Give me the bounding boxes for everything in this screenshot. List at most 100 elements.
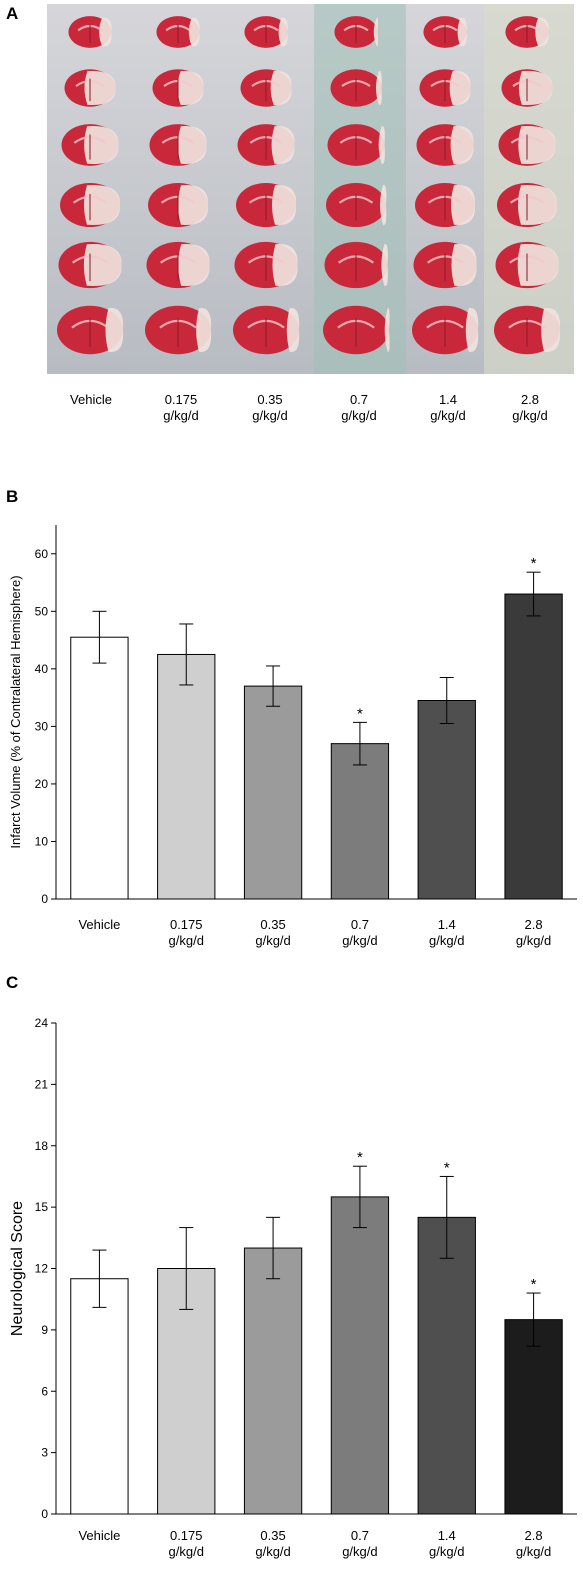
chart-b-y-tick-label: 20	[35, 777, 49, 791]
brain-slices-photo	[47, 4, 574, 374]
chart-b-y-tick-label: 50	[35, 604, 49, 618]
slice-infarct	[378, 126, 385, 164]
panel-c-letter: C	[6, 973, 19, 992]
chart-c-bar	[417, 1216, 476, 1515]
slice-infarct	[278, 17, 288, 47]
chart-b-significance-marker: *	[531, 555, 537, 572]
chart-b-y-tick-label: 40	[35, 662, 49, 676]
brain-slice	[146, 241, 210, 289]
slice-infarct	[178, 244, 210, 286]
photo-label-line2: g/kg/d	[163, 408, 199, 423]
slice-infarct	[541, 308, 561, 352]
chart-b-y-tick-label: 30	[35, 719, 49, 733]
slice-infarct	[188, 17, 200, 47]
slice-infarct	[105, 308, 124, 352]
photo-label-line1: 0.175	[164, 392, 198, 407]
brain-slice	[326, 183, 387, 227]
slice-infarct	[518, 71, 553, 105]
slice-infarct	[518, 126, 556, 164]
chart-b-x-tick-label: 0.175	[170, 917, 203, 932]
chart-c-y-axis-label: Neurological Score	[9, 1201, 26, 1336]
chart-b-x-tick-label: 0.7	[351, 917, 369, 932]
slice-infarct	[384, 308, 390, 352]
chart-c-y-tick-label: 6	[41, 1384, 48, 1398]
photo-label-line1: 1.4	[438, 392, 458, 407]
chart-c-x-tick-label: g/kg/d	[516, 1544, 551, 1559]
chart-b-bar	[504, 593, 563, 900]
brain-slice	[149, 124, 207, 166]
brain-slice	[145, 305, 212, 355]
photo-label-vehicle: Vehicle	[47, 392, 135, 408]
photo-label-2-8: 2.8 g/kg/d	[486, 392, 574, 424]
brain-slice	[60, 183, 121, 227]
photo-label-0-7: 0.7 g/kg/d	[315, 392, 403, 424]
chart-c-significance-marker: *	[531, 1276, 537, 1293]
brain-slice	[415, 183, 476, 227]
photo-label-line2: g/kg/d	[512, 408, 548, 423]
photo-label-1-4: 1.4 g/kg/d	[404, 392, 492, 424]
brain-slice	[495, 241, 559, 289]
brain-slice	[68, 16, 112, 48]
chart-c-y-tick-label: 15	[35, 1200, 49, 1214]
slice-infarct	[518, 185, 558, 225]
chart-b-x-tick-label: 1.4	[438, 917, 456, 932]
slice-infarct	[451, 244, 477, 286]
photo-label-line2: g/kg/d	[341, 408, 377, 423]
chart-c-x-tick-label: 0.35	[260, 1528, 285, 1543]
slice-infarct	[270, 71, 292, 105]
panel-a-letter: A	[6, 4, 19, 23]
chart-b-x-tick-label: 2.8	[525, 917, 543, 932]
chart-c-y-tick-label: 3	[41, 1446, 48, 1460]
slice-infarct	[83, 244, 122, 286]
photo-label-line1: Vehicle	[70, 392, 112, 407]
slice-infarct	[373, 17, 378, 47]
slice-infarct	[271, 126, 295, 164]
brain-slice	[497, 183, 558, 227]
slice-infarct	[99, 17, 112, 47]
chart-b-x-tick-label: g/kg/d	[255, 933, 290, 948]
chart-b-bar	[157, 653, 216, 900]
chart-b-x-tick-label: g/kg/d	[429, 933, 464, 948]
slice-infarct	[517, 244, 559, 286]
chart-b-bar	[330, 743, 390, 900]
brain-slice	[423, 16, 467, 48]
chart-b-x-tick-label: 0.35	[260, 917, 285, 932]
chart-c-y-tick-label: 24	[35, 1016, 49, 1030]
brain-slice	[152, 69, 204, 107]
slice-infarct	[196, 308, 212, 352]
brain-slice	[57, 305, 124, 355]
chart-c-bar	[330, 1196, 390, 1515]
chart-c-significance-marker: *	[444, 1159, 450, 1176]
chart-b-y-axis-label: Infarct Volume (% of Contralateral Hemis…	[8, 575, 23, 848]
chart-b-bar	[243, 685, 303, 900]
chart-c-x-tick-label: g/kg/d	[429, 1544, 464, 1559]
photo-label-line1: 0.7	[349, 392, 369, 407]
chart-b-y-tick-label: 0	[41, 892, 48, 906]
chart-c-x-tick-label: 0.7	[351, 1528, 369, 1543]
brain-slice	[148, 183, 209, 227]
chart-c-x-tick-label: Vehicle	[78, 1528, 120, 1543]
brain-slice	[240, 69, 292, 107]
brain-slice	[237, 124, 295, 166]
brain-slice	[330, 69, 382, 107]
slice-infarct	[449, 71, 471, 105]
neurological-score-chart: 0 3 6 9 12 15 18 21 24 Neurological Score Vehicle 0…	[9, 1016, 577, 1559]
chart-b-x-tick-label: g/kg/d	[342, 933, 377, 948]
chart-c-x-tick-label: g/kg/d	[342, 1544, 377, 1559]
slice-infarct	[84, 185, 121, 225]
brain-slice	[501, 69, 553, 107]
brain-slice	[324, 241, 388, 289]
slice-infarct	[465, 308, 479, 352]
brain-slice	[323, 305, 390, 355]
chart-c-bar	[70, 1278, 129, 1515]
brain-slice	[156, 16, 200, 48]
brain-slice	[244, 16, 288, 48]
brain-slice	[494, 305, 561, 355]
brain-slice	[412, 305, 479, 355]
chart-c-y-tick-label: 9	[41, 1323, 48, 1337]
chart-b-y-tick-label: 10	[35, 834, 49, 848]
slice-infarct	[177, 126, 207, 164]
chart-c-x-tick-label: g/kg/d	[169, 1544, 204, 1559]
photo-label-line2: g/kg/d	[430, 408, 466, 423]
slice-infarct	[84, 71, 116, 105]
